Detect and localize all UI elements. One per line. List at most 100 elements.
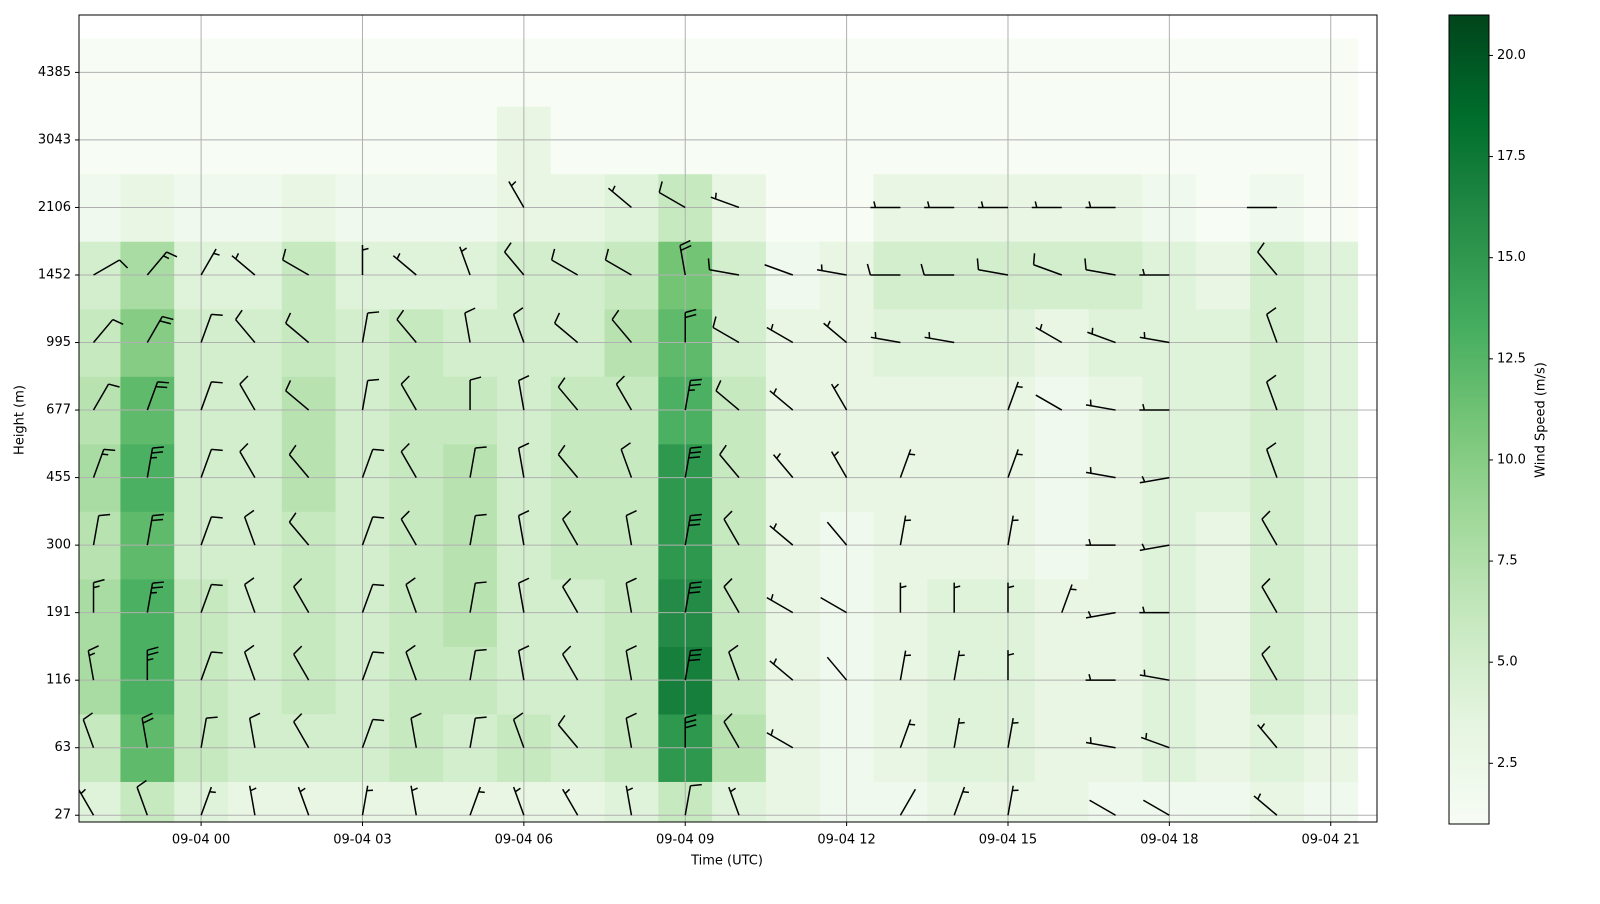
- wind-barb: [1085, 399, 1116, 411]
- wind-barb: [557, 714, 579, 749]
- wind-barb: [285, 312, 310, 344]
- wind-barb: [146, 646, 159, 681]
- x-tick-label: 09-04 06: [495, 833, 553, 848]
- wind-barb: [234, 309, 256, 344]
- wind-barb: [924, 201, 955, 209]
- wind-barb: [830, 383, 848, 411]
- wind-barb: [469, 513, 487, 546]
- x-tick-label: 09-04 21: [1302, 833, 1360, 848]
- wind-barb: [562, 578, 579, 614]
- wind-barb: [248, 712, 261, 748]
- wind-barb: [464, 307, 476, 343]
- wind-barb: [400, 510, 417, 546]
- wind-barb: [1035, 323, 1063, 344]
- wind-barb: [141, 712, 154, 748]
- wind-barb: [1007, 381, 1023, 411]
- wind-barb: [826, 656, 848, 681]
- wind-barb: [82, 712, 95, 748]
- wind-barb: [899, 515, 911, 546]
- wind-barb: [953, 650, 965, 681]
- wind-barb: [200, 313, 223, 343]
- wind-barb: [469, 786, 485, 816]
- y-axis-label: Height (m): [13, 385, 28, 455]
- colorbar: [1448, 14, 1490, 825]
- wind-barb: [1265, 307, 1278, 343]
- wind-barb: [625, 712, 637, 748]
- wind-barb: [146, 513, 164, 546]
- wind-barb: [517, 645, 530, 681]
- wind-barb: [1085, 674, 1116, 681]
- wind-barb: [146, 446, 164, 478]
- wind-barb: [469, 376, 482, 411]
- wind-barb: [288, 512, 310, 546]
- wind-barb: [1139, 268, 1170, 276]
- y-tick-label: 63: [54, 740, 71, 755]
- wind-barb: [728, 644, 740, 681]
- wind-barb: [766, 594, 794, 614]
- wind-barb: [1140, 732, 1170, 749]
- wind-barb: [723, 713, 740, 749]
- wind-barb: [625, 577, 637, 613]
- wind-barb: [1139, 403, 1170, 411]
- wind-barb: [684, 446, 702, 478]
- wind-barb: [611, 309, 633, 344]
- wind-barb: [899, 582, 907, 613]
- wind-barb: [684, 581, 702, 613]
- wind-barb: [607, 185, 632, 209]
- wind-barb: [976, 258, 1009, 276]
- wind-barb: [620, 442, 633, 478]
- wind-barb: [200, 651, 223, 681]
- wind-barb: [1007, 718, 1019, 748]
- wind-barb: [766, 323, 794, 344]
- wind-barb: [1139, 475, 1170, 484]
- wind-barb: [684, 378, 702, 411]
- wind-barb: [1253, 793, 1278, 816]
- wind-barb: [604, 248, 632, 276]
- wind-barb: [1007, 515, 1019, 546]
- wind-barb: [977, 201, 1008, 209]
- y-tick-label: 4385: [38, 65, 71, 80]
- wind-barb: [512, 712, 525, 748]
- colorbar-label: Wind Speed (m/s): [1534, 362, 1549, 478]
- y-tick-label: 995: [46, 335, 71, 350]
- x-tick-label: 09-04 12: [817, 833, 875, 848]
- wind-barb: [820, 597, 847, 614]
- wind-barb: [469, 581, 487, 613]
- wind-barb: [243, 509, 256, 546]
- wind-barb: [870, 201, 901, 209]
- wind-barb: [508, 180, 525, 208]
- wind-barb: [1261, 510, 1278, 546]
- wind-barb: [769, 388, 794, 411]
- wind-barb: [684, 648, 702, 681]
- wind-barb: [243, 577, 256, 613]
- wind-barb: [512, 786, 525, 816]
- y-tick-label: 27: [54, 808, 71, 823]
- wind-barb: [899, 449, 916, 478]
- wind-barb: [870, 331, 901, 344]
- wind-barb: [1085, 611, 1116, 619]
- wind-barb: [1265, 442, 1278, 478]
- wind-barb: [392, 253, 417, 276]
- wind-barb: [1261, 578, 1278, 614]
- plot-frame: [78, 14, 1378, 823]
- y-tick-label: 1452: [38, 267, 71, 282]
- wind-barb: [1031, 201, 1062, 209]
- wind-barb: [469, 716, 487, 748]
- wind-barb: [953, 718, 965, 748]
- wind-barb: [769, 523, 794, 546]
- wind-barb: [293, 713, 310, 749]
- wind-barb: [281, 248, 310, 276]
- wind-barb: [92, 383, 120, 411]
- y-tick-label: 2106: [38, 200, 71, 215]
- wind-barb: [410, 785, 418, 816]
- wind-barb: [361, 516, 385, 546]
- x-tick-label: 09-04 09: [656, 833, 714, 848]
- wind-barb: [200, 248, 220, 276]
- wind-barb: [239, 375, 256, 411]
- wind-barb: [146, 381, 170, 411]
- wind-barb: [953, 786, 969, 816]
- wind-barb: [400, 442, 417, 478]
- wind-barb: [243, 644, 256, 681]
- wind-barb: [1061, 584, 1077, 613]
- wind-barb: [550, 248, 579, 276]
